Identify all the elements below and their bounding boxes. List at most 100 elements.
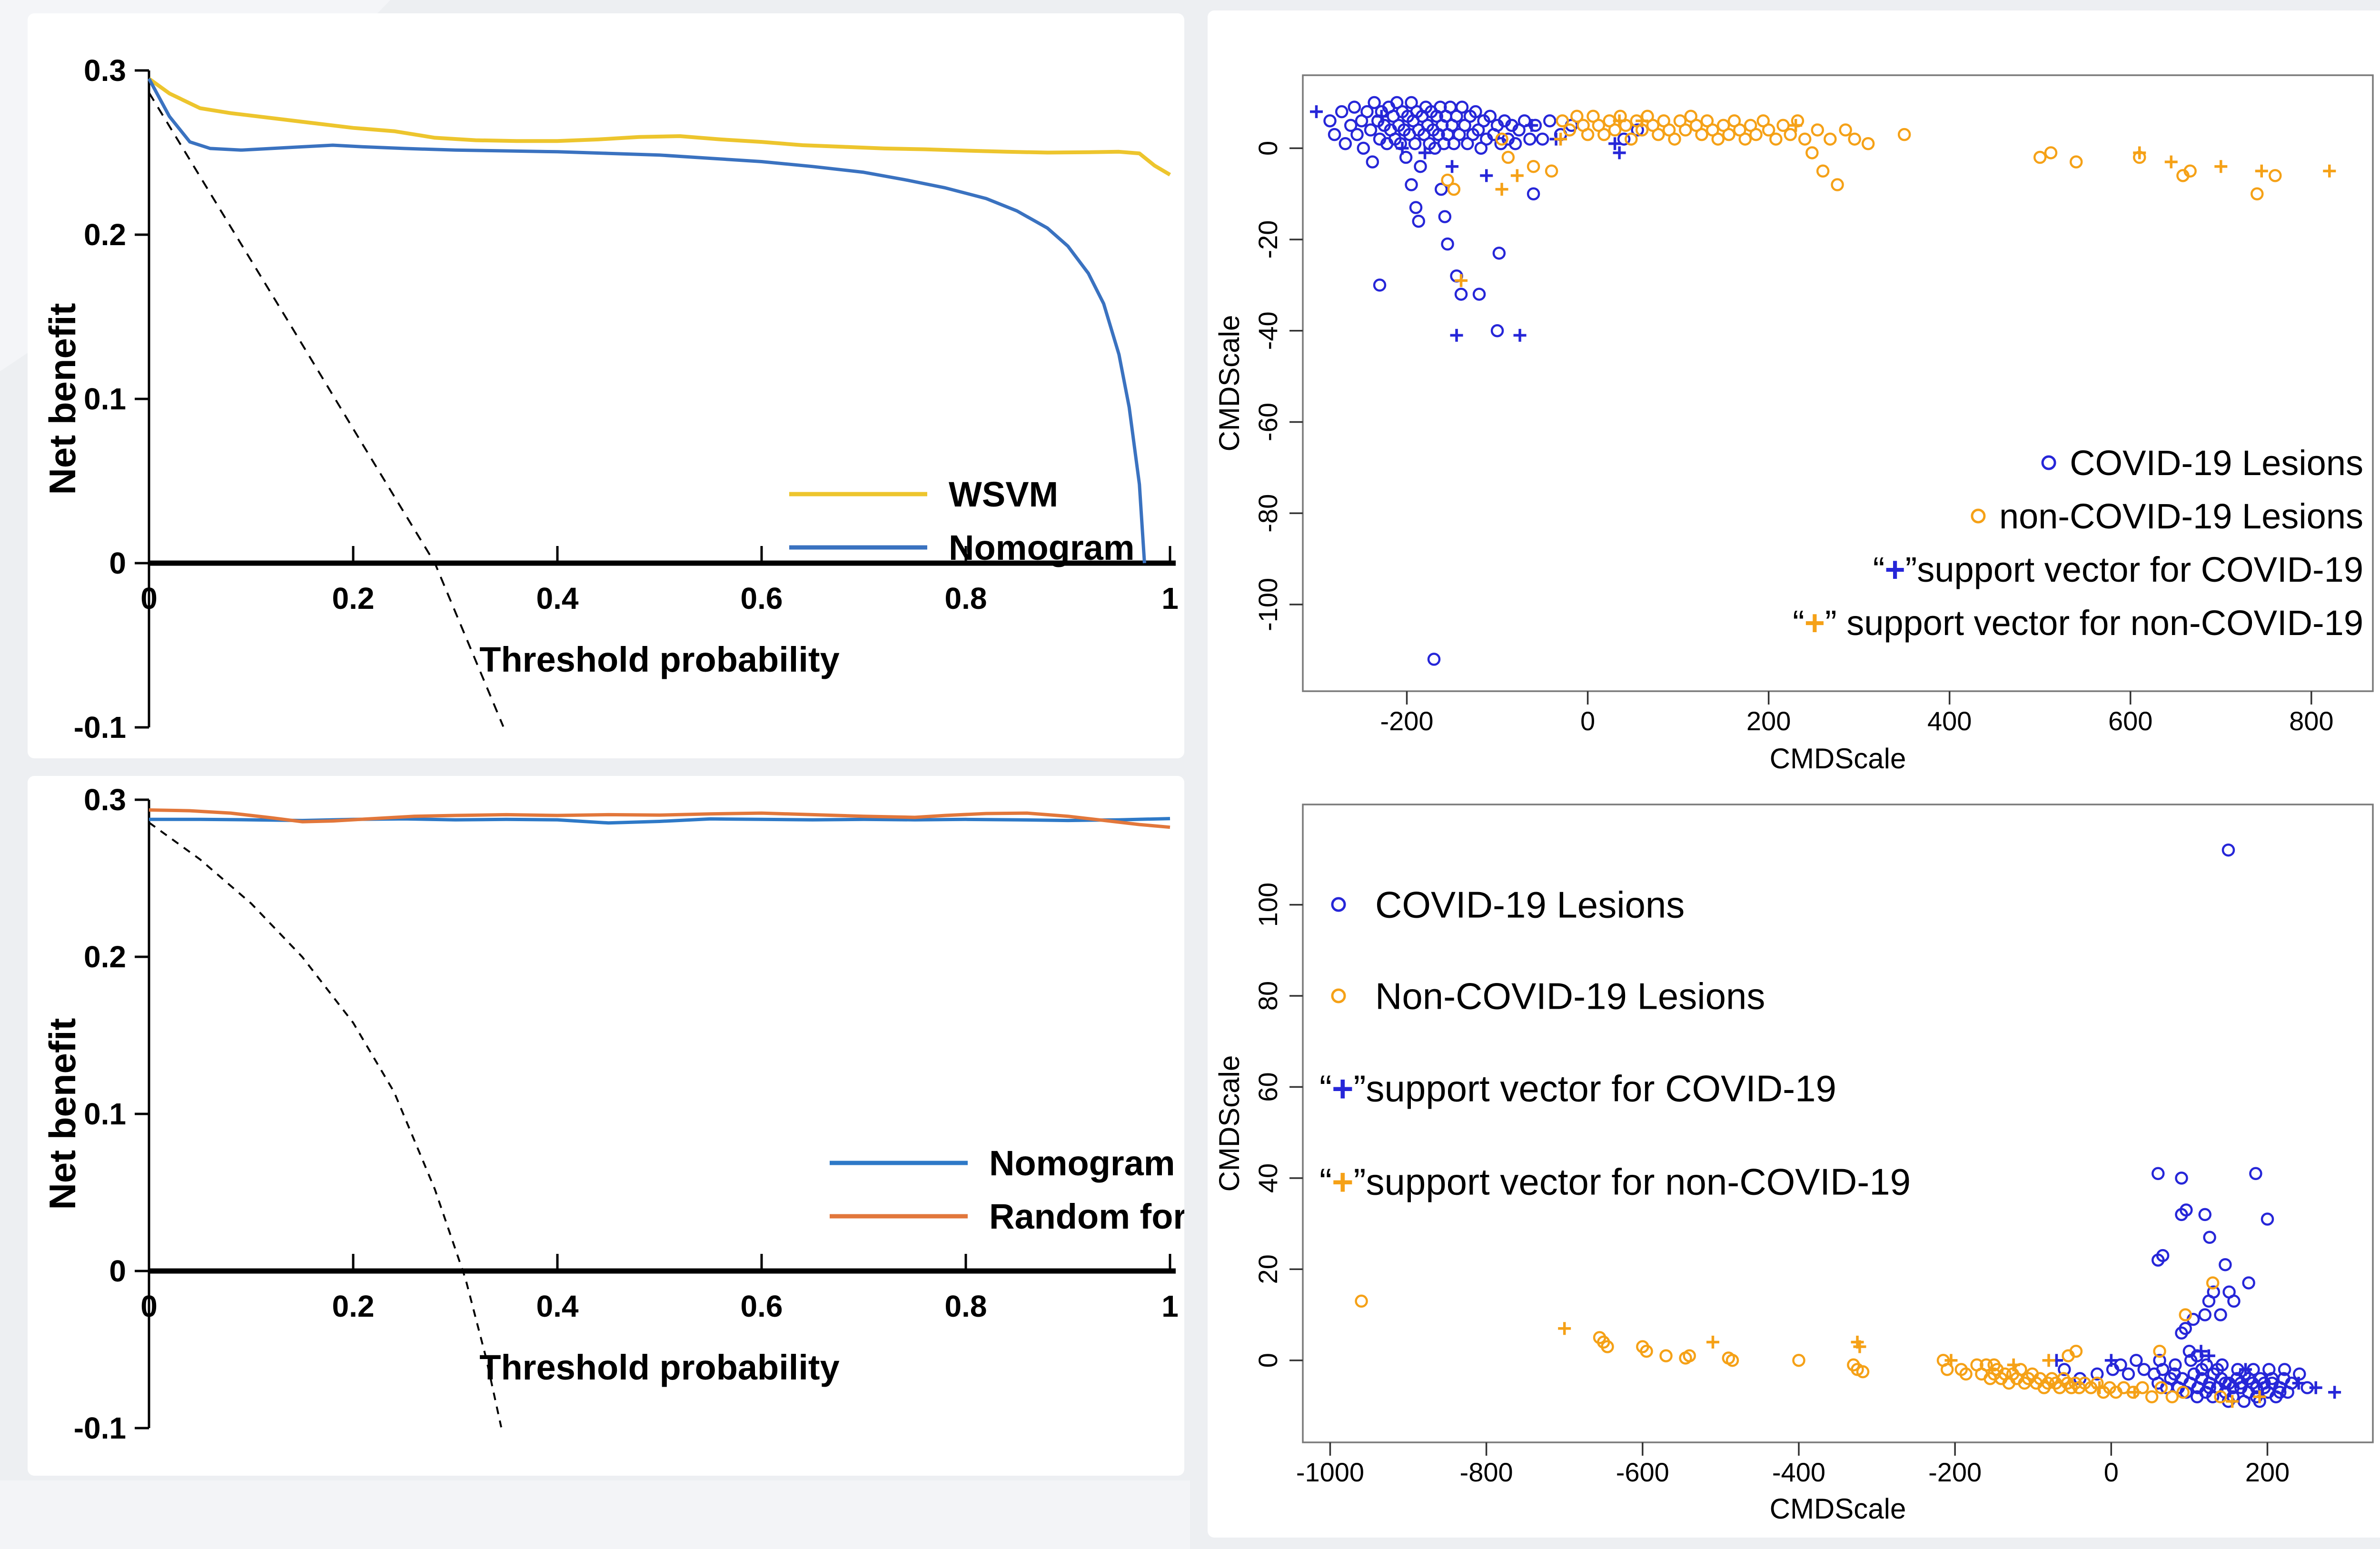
point-non-covid (1527, 159, 1540, 173)
point-covid (2203, 1381, 2216, 1394)
point-non-covid (1447, 182, 1461, 196)
support-vector-covid (1525, 119, 1538, 132)
x-tick-label: 0 (1580, 706, 1595, 736)
support-vector-non-covid (2093, 1381, 2106, 1394)
point-covid (1412, 214, 1425, 228)
point-non-covid (2183, 164, 2197, 178)
panel-cmdscale-scatters: -200 0 200 400 600 800 0 -20 -40 -60 -80 -100 CMDSca… (1208, 10, 2380, 1538)
point-covid (1434, 182, 1448, 196)
support-vector-non-covid (1706, 1335, 1719, 1349)
point-covid (1617, 132, 1631, 146)
legend-label: Random forest (989, 1197, 1184, 1236)
point-covid (1408, 137, 1422, 150)
point-non-covid (1980, 1358, 1993, 1372)
x-tick-label: 0 (2104, 1457, 2119, 1487)
panel-dca-wsvm-nomogram: 0.3 0.2 0.1 0 -0.1 0 0.2 0.4 0.6 0.8 1 Threshold pr… (28, 13, 1184, 758)
support-vector-covid (2309, 1381, 2322, 1394)
y-tick-label: -60 (1253, 403, 1283, 441)
point-covid (2242, 1372, 2255, 1385)
x-tick-label: 1 (1161, 581, 1179, 616)
point-non-covid (1738, 132, 1752, 146)
point-covid (2198, 1308, 2211, 1321)
point-non-covid (1784, 128, 1797, 141)
point-covid (1441, 237, 1454, 251)
point-non-covid (1831, 178, 1844, 191)
x-tick-label: 0 (140, 1289, 158, 1323)
support-vector-non-covid (1789, 119, 1803, 132)
y-tick-label: -0.1 (74, 710, 126, 745)
y-tick-label: 0 (109, 546, 126, 580)
point-non-covid (1695, 128, 1708, 141)
point-covid (1339, 137, 1352, 150)
x-tick-label: 0.8 (945, 581, 987, 616)
legend-label: WSVM (949, 475, 1058, 514)
point-non-covid (1570, 109, 1584, 123)
legend-label: “+”support vector for non-COVID-19 (1319, 1161, 1911, 1202)
x-tick-label: 400 (1927, 706, 1972, 736)
point-covid (1360, 105, 1374, 119)
x-tick-label: 200 (1746, 706, 1791, 736)
point-non-covid (2044, 146, 2058, 159)
point-non-covid (1861, 137, 1875, 150)
point-covid (2211, 1363, 2224, 1376)
point-covid (2273, 1385, 2287, 1399)
point-covid (1454, 288, 1468, 301)
support-vector-non-covid (2007, 1358, 2020, 1371)
support-vector-non-covid (1636, 114, 1649, 128)
y-tick-label: -80 (1253, 494, 1283, 533)
support-vector-covid (1450, 328, 1463, 342)
support-vector-covid (1613, 146, 1626, 159)
x-tick-label: 0.4 (536, 1289, 579, 1323)
support-vector-non-covid (2226, 1395, 2239, 1408)
point-covid (1469, 105, 1482, 119)
y-tick-label: 0.2 (84, 218, 126, 252)
point-covid (2227, 1294, 2241, 1308)
x-tick-label: -800 (1460, 1457, 1513, 1487)
legend-label: Nomogram (949, 528, 1135, 567)
x-axis-title: Threshold probability (479, 1348, 839, 1387)
point-covid (1490, 324, 1504, 338)
x-tick-label: 0.4 (536, 581, 579, 616)
point-covid (2219, 1258, 2232, 1271)
point-covid (1517, 114, 1531, 128)
point-covid (2237, 1395, 2251, 1408)
x-tick-label: -200 (1928, 1457, 1982, 1487)
y-tick-label: -0.1 (74, 1411, 126, 1445)
point-non-covid (1940, 1363, 1954, 1376)
x-tick-label: 0.8 (945, 1289, 987, 1323)
x-tick-label: 0.2 (332, 581, 375, 616)
point-covid (2156, 1249, 2170, 1262)
point-covid (2153, 1353, 2166, 1367)
cmdscale-scatter-charts: -200 0 200 400 600 8000-20-40-60-80-100CMDSca… (1213, 74, 2374, 1525)
point-non-covid (1679, 123, 1692, 137)
point-covid (1455, 100, 1469, 114)
point-non-covid (2251, 187, 2264, 200)
legend-label: COVID-19 Lesions (1375, 884, 1685, 925)
point-covid (1364, 123, 1378, 137)
point-covid (2214, 1308, 2227, 1321)
point-covid (1523, 132, 1537, 146)
point-covid (2130, 1353, 2143, 1367)
point-non-covid (2214, 1390, 2227, 1404)
plot-frame (1302, 804, 2374, 1443)
support-vector-covid (1396, 141, 1409, 155)
point-covid (2175, 1172, 2188, 1185)
point-non-covid (1625, 132, 1638, 146)
y-tick-label: 0.1 (84, 382, 126, 416)
point-covid (2242, 1276, 2255, 1290)
point-covid (2179, 1321, 2192, 1335)
legend-marker (1331, 988, 1346, 1003)
y-tick-label: 100 (1253, 883, 1283, 927)
point-covid (2191, 1390, 2204, 1404)
panel-dca-nomogram-rf: 0.3 0.2 0.1 0 -0.1 0 0.2 0.4 0.6 0.8 1 Threshold pr… (28, 776, 1184, 1476)
point-non-covid (1726, 1353, 1739, 1367)
point-covid (1405, 178, 1418, 191)
support-vector-non-covid (2323, 164, 2336, 178)
point-non-covid (1792, 1353, 1805, 1367)
point-non-covid (1545, 164, 1558, 178)
point-non-covid (1501, 150, 1515, 164)
point-non-covid (2014, 1363, 2027, 1376)
point-covid (1543, 114, 1557, 128)
point-non-covid (2176, 1385, 2190, 1399)
point-non-covid (2179, 1308, 2192, 1321)
